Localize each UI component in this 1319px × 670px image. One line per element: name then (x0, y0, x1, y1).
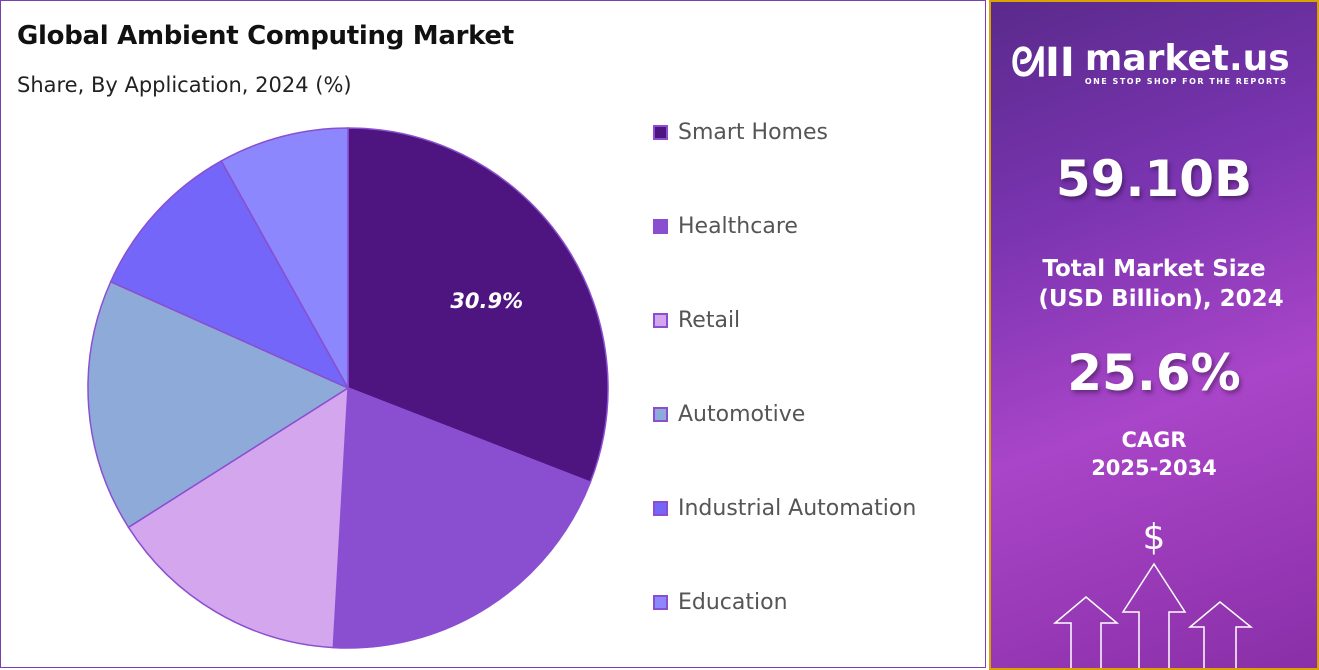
legend-label: Automotive (678, 401, 806, 427)
legend-item: Education (653, 587, 788, 617)
chart-panel: Global Ambient Computing Market Share, B… (0, 0, 986, 668)
cagr-period: 2025-2034 (1091, 456, 1217, 480)
legend-item: Automotive (653, 399, 805, 429)
legend-swatch (653, 500, 668, 516)
growth-arrows-icon (1052, 562, 1254, 668)
brand-name: market.us (1084, 37, 1290, 79)
legend-label: Education (678, 589, 788, 615)
cagr-value: 25.6% (1067, 344, 1241, 402)
market-size-label: Total Market Size (1042, 256, 1266, 282)
legend-label: Smart Homes (678, 119, 828, 145)
legend-swatch (653, 406, 668, 422)
pie-slice-smart-homes (347, 127, 609, 484)
market-size-unit: (USD Billion), 2024 (1038, 286, 1284, 312)
legend-item: Smart Homes (653, 117, 828, 147)
pie-slice-healthcare (332, 386, 592, 649)
market-size-value: 59.10B (1055, 150, 1253, 208)
legend-swatch (653, 594, 668, 610)
pie-slice-retail (127, 386, 349, 649)
pie-chart: 30.9% (87, 127, 609, 649)
dollar-icon: $ (1142, 517, 1166, 558)
pie-slice-education (220, 127, 349, 391)
legend-label: Retail (678, 307, 741, 333)
chart-subtitle: Share, By Application, 2024 (%) (17, 73, 352, 97)
data-label: 30.9% (450, 289, 523, 313)
legend-item: Healthcare (653, 211, 798, 241)
brand-tagline: ONE STOP SHOP FOR THE REPORTS (1084, 76, 1288, 86)
legend-swatch (653, 312, 668, 328)
legend-item: Retail (653, 305, 740, 335)
legend-item: Industrial Automation (653, 493, 916, 523)
chart-title: Global Ambient Computing Market (17, 21, 514, 51)
logo-icon: ᘛII (1011, 40, 1075, 86)
summary-panel: ᘛII market.us ONE STOP SHOP FOR THE REPO… (989, 0, 1319, 670)
logo: ᘛII market.us ONE STOP SHOP FOR THE REPO… (1011, 40, 1290, 86)
pie-slice-automotive (87, 280, 350, 529)
legend-swatch (653, 124, 668, 140)
legend-label: Industrial Automation (678, 495, 917, 521)
pie-slice-industrial-automation (109, 159, 350, 390)
cagr-label: CAGR (1121, 428, 1187, 452)
legend-swatch (653, 218, 668, 234)
legend-label: Healthcare (678, 213, 798, 239)
